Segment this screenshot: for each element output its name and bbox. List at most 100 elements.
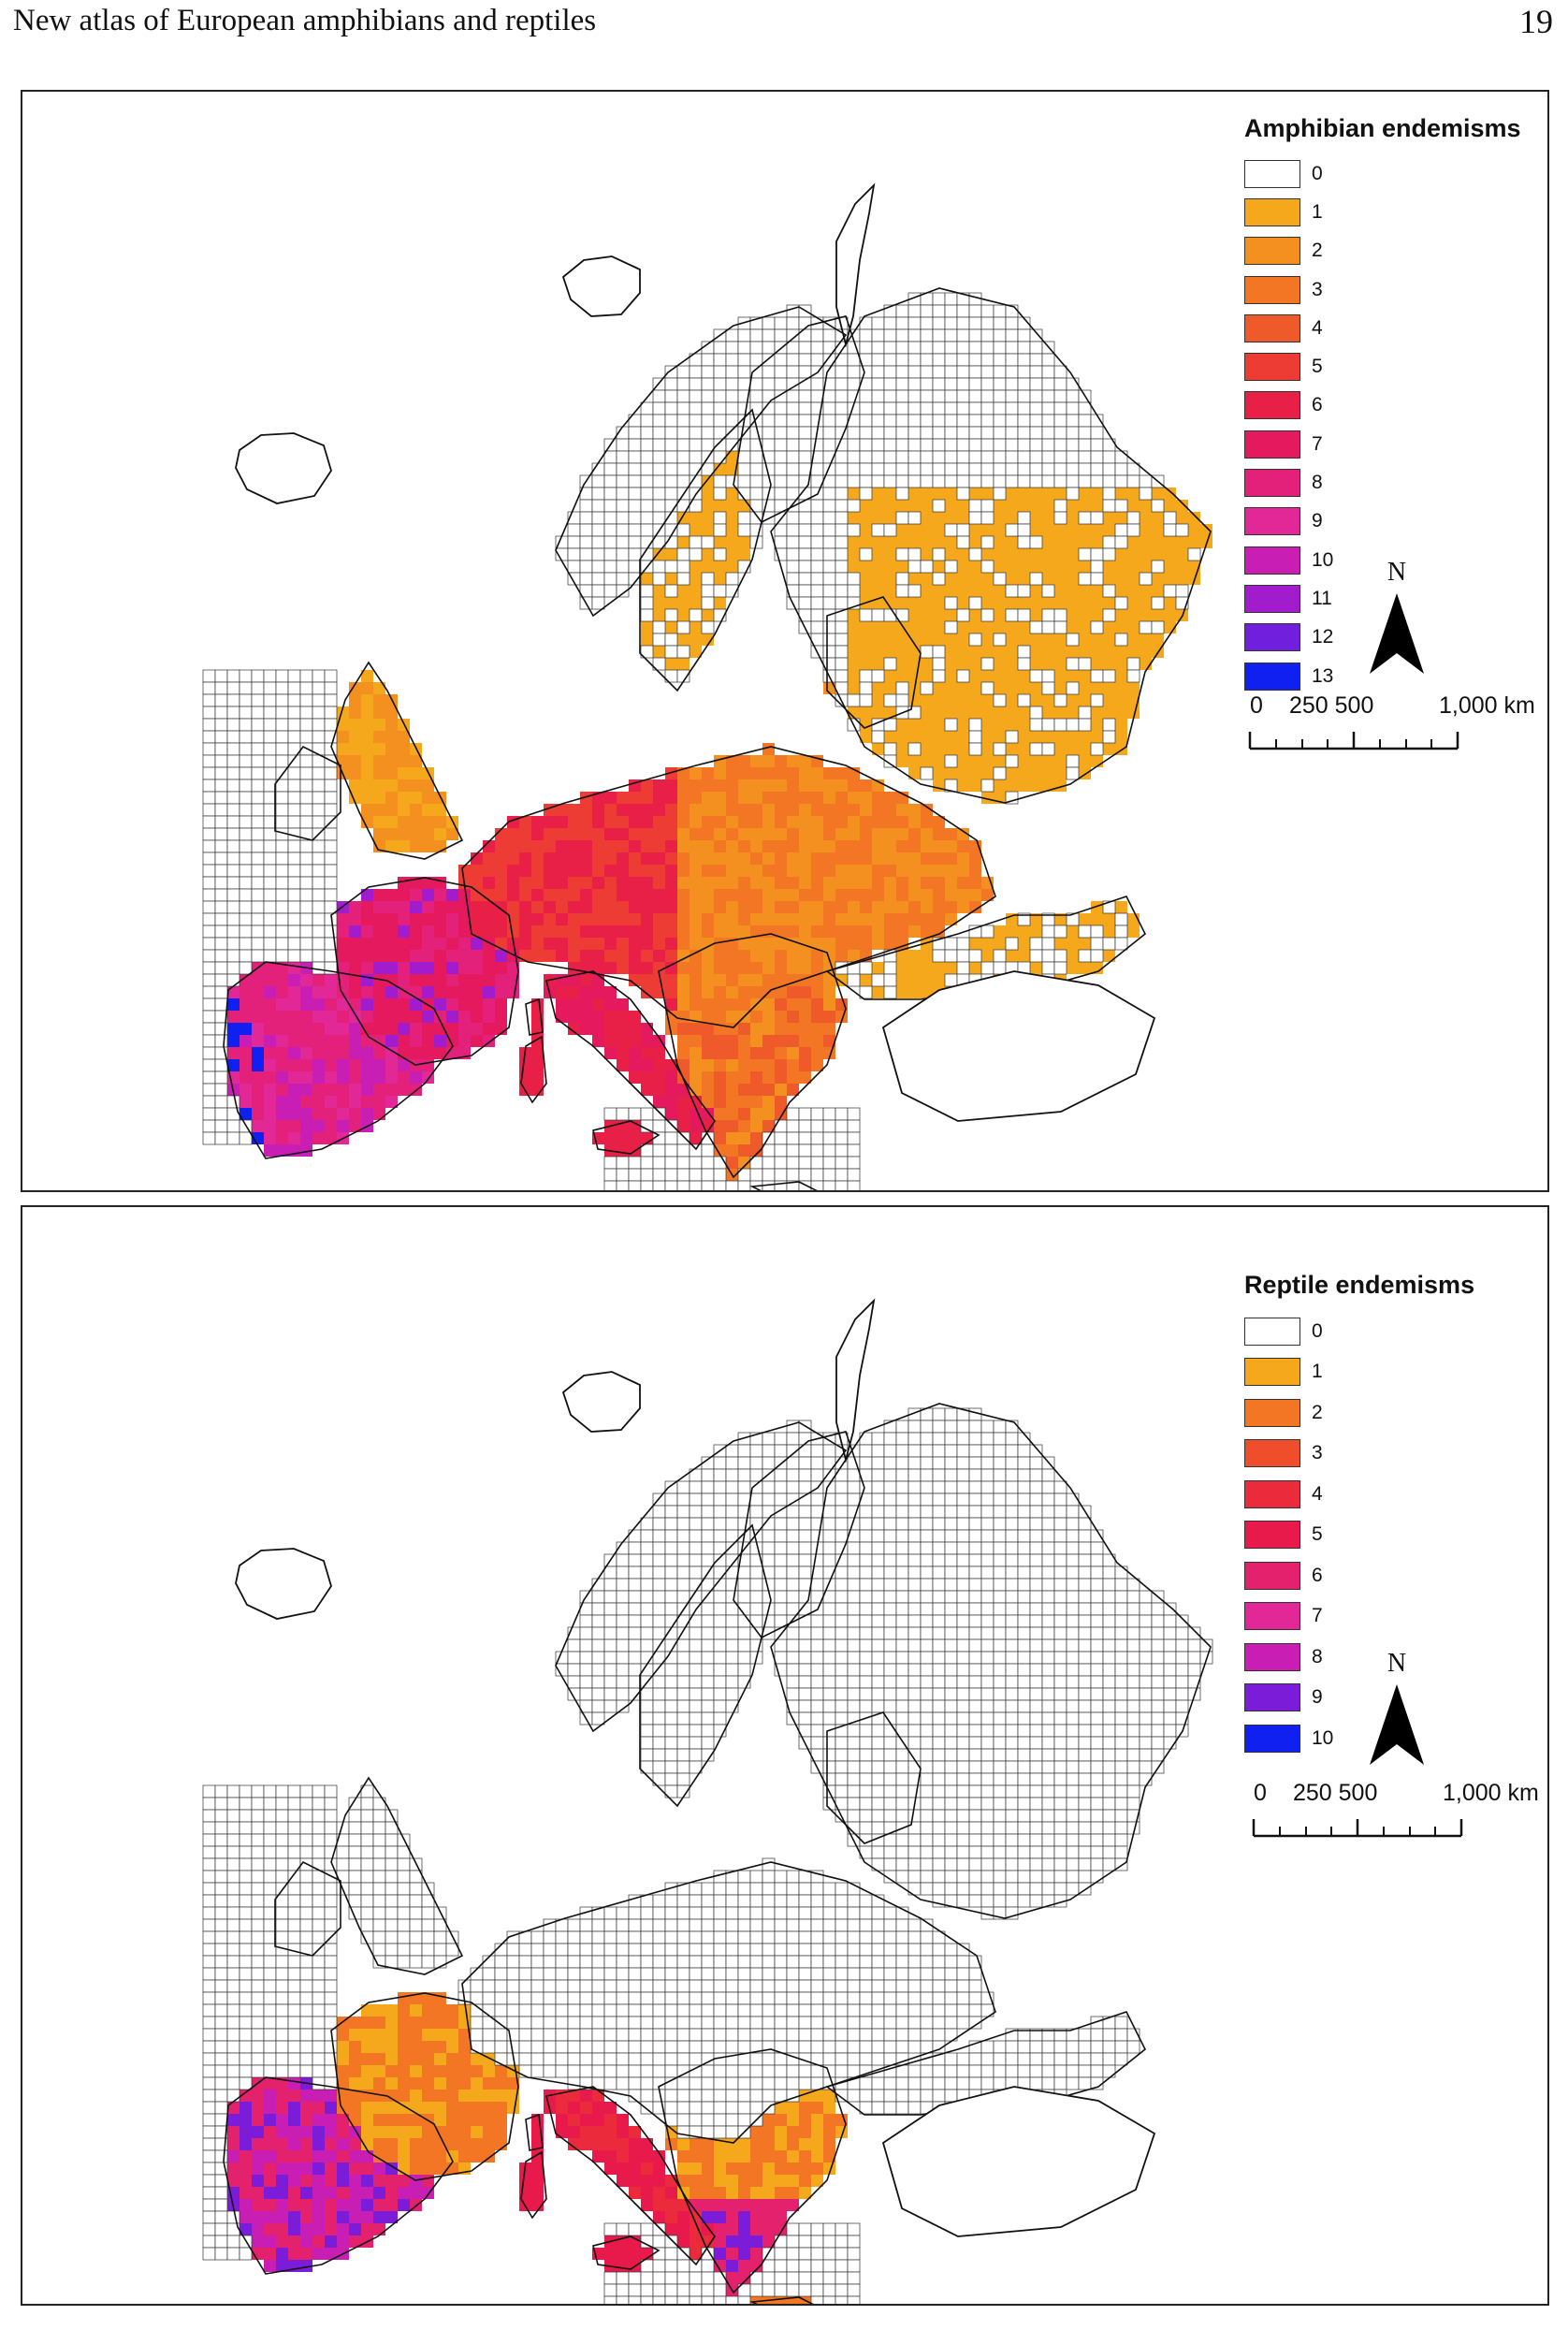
legend-swatch bbox=[1244, 1358, 1300, 1387]
legend-swatch bbox=[1244, 1398, 1300, 1427]
legend-item-7: 7 bbox=[1244, 425, 1521, 463]
legend-label: 1 bbox=[1312, 200, 1323, 223]
legend-item-11: 11 bbox=[1244, 579, 1521, 618]
page-number: 19 bbox=[1519, 3, 1553, 40]
north-label: N bbox=[1387, 558, 1407, 587]
reptile-map-panel: Reptile endemisms 0 1 2 3 4 5 6 7 8 9 10 N 0 250 5… bbox=[21, 1205, 1549, 2306]
legend-swatch bbox=[1244, 159, 1300, 188]
north-arrow-icon: N bbox=[1364, 558, 1430, 679]
legend-item-5: 5 bbox=[1244, 1515, 1474, 1556]
legend-label: 3 bbox=[1312, 1442, 1323, 1464]
legend-label: 10 bbox=[1312, 548, 1334, 571]
legend-swatch bbox=[1244, 275, 1300, 304]
reptile-map bbox=[202, 1298, 1213, 2304]
reptile-legend: Reptile endemisms 0 1 2 3 4 5 6 7 8 9 10 bbox=[1244, 1271, 1474, 1759]
legend-item-4: 4 bbox=[1244, 309, 1521, 347]
legend-label: 7 bbox=[1312, 1605, 1323, 1627]
legend-label: 10 bbox=[1312, 1726, 1334, 1749]
legend-item-3: 3 bbox=[1244, 1434, 1474, 1475]
amphibian-map bbox=[202, 182, 1212, 1190]
legend-item-0: 0 bbox=[1244, 1311, 1474, 1352]
legend-swatch bbox=[1244, 623, 1300, 652]
legend-item-2: 2 bbox=[1244, 1392, 1474, 1434]
scale-ruler bbox=[1252, 1819, 1463, 1838]
legend-label: 2 bbox=[1312, 240, 1323, 262]
legend-swatch bbox=[1244, 1602, 1300, 1631]
legend-item-1: 1 bbox=[1244, 1352, 1474, 1393]
scale-ruler bbox=[1248, 732, 1459, 750]
scale-label-end: 1,000 km bbox=[1439, 692, 1535, 719]
north-arrow-shape bbox=[1370, 593, 1424, 674]
legend-item-2: 2 bbox=[1244, 232, 1521, 270]
legend-label: 8 bbox=[1312, 472, 1323, 494]
legend-swatch bbox=[1244, 584, 1300, 613]
legend-item-1: 1 bbox=[1244, 193, 1521, 231]
legend-item-9: 9 bbox=[1244, 1678, 1474, 1719]
coastlines bbox=[223, 182, 1212, 1190]
legend-label: 2 bbox=[1312, 1401, 1323, 1423]
legend-title: Reptile endemisms bbox=[1244, 1271, 1475, 1299]
legend-swatch bbox=[1244, 1683, 1300, 1712]
legend-swatch bbox=[1244, 1642, 1300, 1671]
legend-label: 6 bbox=[1312, 394, 1323, 416]
scale-label-0: 0 bbox=[1250, 692, 1263, 719]
scale-label-mid: 250 500 bbox=[1289, 692, 1374, 719]
legend-label: 13 bbox=[1312, 664, 1334, 687]
legend-item-5: 5 bbox=[1244, 347, 1521, 386]
legend-label: 5 bbox=[1312, 356, 1323, 378]
legend-label: 12 bbox=[1312, 626, 1334, 648]
legend-title: Amphibian endemisms bbox=[1244, 114, 1521, 142]
legend-swatch bbox=[1244, 1561, 1300, 1590]
amphibian-legend: Amphibian endemisms 0 1 2 3 4 5 6 7 8 9 10 11 12 13 bbox=[1244, 114, 1521, 695]
legend-swatch bbox=[1244, 313, 1300, 342]
legend-item-6: 6 bbox=[1244, 1555, 1474, 1596]
legend-label: 0 bbox=[1312, 162, 1323, 184]
legend-label: 11 bbox=[1312, 587, 1332, 609]
legend-swatch bbox=[1244, 391, 1300, 420]
legend-label: 3 bbox=[1312, 278, 1323, 300]
legend-item-10: 10 bbox=[1244, 541, 1521, 579]
grid-cells bbox=[227, 451, 1212, 1181]
legend-label: 4 bbox=[1312, 316, 1323, 339]
legend-item-8: 8 bbox=[1244, 1637, 1474, 1678]
legend-swatch bbox=[1244, 469, 1300, 498]
legend-label: 9 bbox=[1312, 510, 1323, 532]
grid-lines bbox=[202, 1407, 1213, 2304]
legend-swatch bbox=[1244, 1439, 1300, 1468]
legend-swatch bbox=[1244, 237, 1300, 266]
scale-bar: 0 250 500 1,000 km bbox=[1246, 692, 1535, 754]
legend-label: 0 bbox=[1312, 1319, 1323, 1342]
legend-swatch bbox=[1244, 353, 1300, 382]
legend-item-12: 12 bbox=[1244, 619, 1521, 657]
legend-label: 9 bbox=[1312, 1686, 1323, 1709]
legend-swatch bbox=[1244, 197, 1300, 226]
legend-item-8: 8 bbox=[1244, 463, 1521, 502]
legend-label: 4 bbox=[1312, 1482, 1323, 1505]
legend-swatch bbox=[1244, 1521, 1300, 1550]
legend-item-6: 6 bbox=[1244, 386, 1521, 425]
grid-lines bbox=[202, 292, 1201, 1190]
legend-label: 6 bbox=[1312, 1564, 1323, 1586]
scale-label-end: 1,000 km bbox=[1443, 1780, 1539, 1806]
grid-cells bbox=[227, 1992, 848, 2304]
legend-label: 8 bbox=[1312, 1645, 1323, 1667]
amphibian-map-panel: Amphibian endemisms 0 1 2 3 4 5 6 7 8 9 10 11 12 13 N… bbox=[21, 90, 1549, 1192]
north-arrow-icon: N bbox=[1364, 1649, 1430, 1770]
scale-bar: 0 250 500 1,000 km bbox=[1250, 1780, 1539, 1842]
legend-label: 5 bbox=[1312, 1523, 1323, 1546]
legend-swatch bbox=[1244, 662, 1300, 691]
scale-label-mid: 250 500 bbox=[1293, 1780, 1378, 1806]
north-arrow-shape bbox=[1370, 1684, 1424, 1765]
legend-swatch bbox=[1244, 507, 1300, 536]
legend-item-0: 0 bbox=[1244, 154, 1521, 193]
legend-item-13: 13 bbox=[1244, 657, 1521, 695]
legend-swatch bbox=[1244, 430, 1300, 459]
legend-label: 1 bbox=[1312, 1361, 1323, 1383]
legend-swatch bbox=[1244, 1479, 1300, 1508]
legend-item-9: 9 bbox=[1244, 502, 1521, 541]
legend-swatch bbox=[1244, 546, 1300, 575]
north-label: N bbox=[1387, 1649, 1407, 1678]
legend-item-4: 4 bbox=[1244, 1474, 1474, 1515]
legend-label: 7 bbox=[1312, 432, 1323, 455]
coastlines bbox=[223, 1298, 1212, 2304]
